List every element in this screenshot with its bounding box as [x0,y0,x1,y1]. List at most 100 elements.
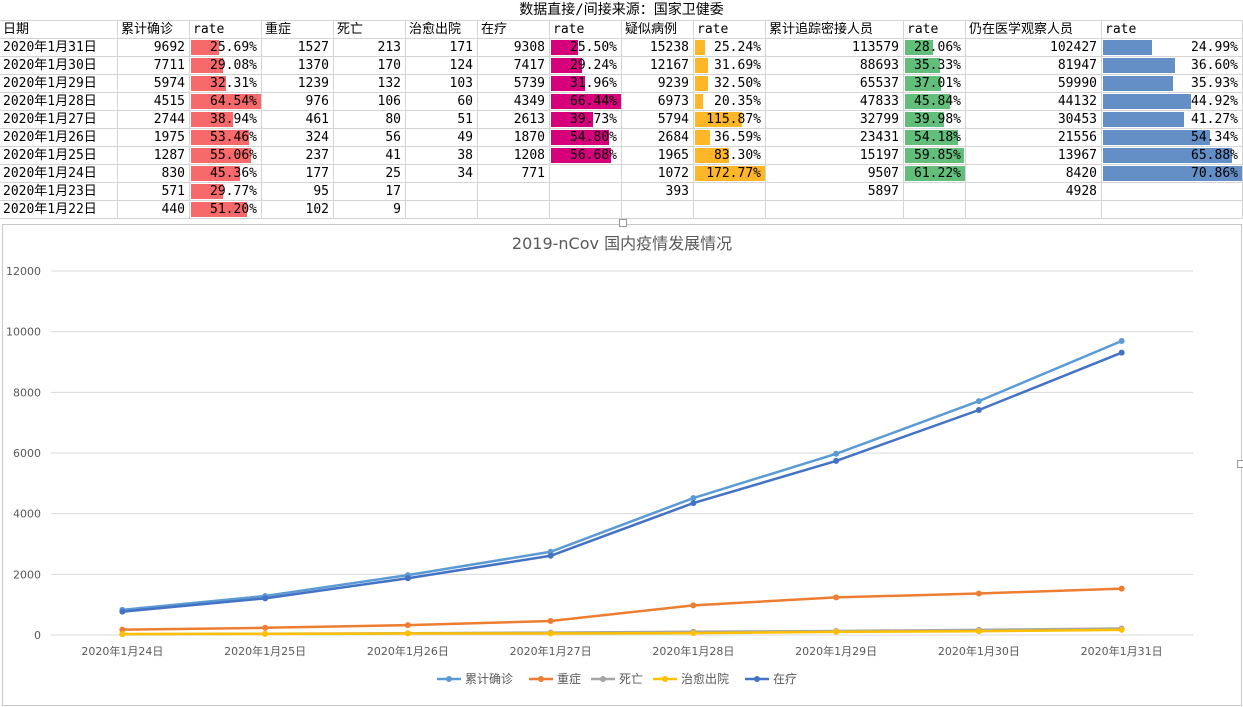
rate-cell[interactable] [694,183,766,201]
value-cell[interactable] [966,201,1102,219]
header-cell[interactable]: 治愈出院 [406,21,478,39]
rate-cell[interactable]: 31.69% [694,57,766,75]
value-cell[interactable]: 17 [334,183,406,201]
rate-cell[interactable]: 66.44% [550,93,622,111]
rate-cell[interactable] [904,201,966,219]
value-cell[interactable]: 23431 [766,129,904,147]
value-cell[interactable]: 7711 [118,57,190,75]
value-cell[interactable]: 88693 [766,57,904,75]
value-cell[interactable]: 324 [262,129,334,147]
value-cell[interactable]: 1287 [118,147,190,165]
rate-cell[interactable] [550,183,622,201]
value-cell[interactable]: 4928 [966,183,1102,201]
rate-cell[interactable]: 65.88% [1102,147,1243,165]
header-cell[interactable]: 仍在医学观察人员 [966,21,1102,39]
value-cell[interactable]: 13967 [966,147,1102,165]
date-cell[interactable]: 2020年1月24日 [0,165,118,183]
date-cell[interactable]: 2020年1月26日 [0,129,118,147]
value-cell[interactable]: 171 [406,39,478,57]
rate-cell[interactable]: 25.69% [190,39,262,57]
rate-cell[interactable]: 54.80% [550,129,622,147]
value-cell[interactable]: 9692 [118,39,190,57]
rate-cell[interactable]: 83.30% [694,147,766,165]
header-cell[interactable]: 累计追踪密接人员 [766,21,904,39]
value-cell[interactable]: 5974 [118,75,190,93]
value-cell[interactable]: 440 [118,201,190,219]
value-cell[interactable]: 15238 [622,39,694,57]
value-cell[interactable]: 25 [334,165,406,183]
date-cell[interactable]: 2020年1月23日 [0,183,118,201]
value-cell[interactable]: 2744 [118,111,190,129]
header-cell[interactable]: 在疗 [478,21,550,39]
rate-cell[interactable] [904,183,966,201]
value-cell[interactable]: 15197 [766,147,904,165]
rate-cell[interactable]: 29.24% [550,57,622,75]
rate-cell[interactable]: 35.33% [904,57,966,75]
value-cell[interactable]: 9 [334,201,406,219]
rate-cell[interactable]: 64.54% [190,93,262,111]
value-cell[interactable]: 47833 [766,93,904,111]
value-cell[interactable]: 8420 [966,165,1102,183]
rate-cell[interactable]: 28.06% [904,39,966,57]
value-cell[interactable]: 213 [334,39,406,57]
rate-cell[interactable]: 29.77% [190,183,262,201]
value-cell[interactable]: 9239 [622,75,694,93]
rate-cell[interactable]: 61.22% [904,165,966,183]
rate-cell[interactable]: 25.50% [550,39,622,57]
rate-cell[interactable]: 172.77% [694,165,766,183]
value-cell[interactable]: 1975 [118,129,190,147]
date-cell[interactable]: 2020年1月27日 [0,111,118,129]
value-cell[interactable]: 2684 [622,129,694,147]
value-cell[interactable]: 124 [406,57,478,75]
value-cell[interactable]: 237 [262,147,334,165]
value-cell[interactable]: 32799 [766,111,904,129]
value-cell[interactable]: 102 [262,201,334,219]
value-cell[interactable] [406,183,478,201]
value-cell[interactable]: 106 [334,93,406,111]
value-cell[interactable] [766,201,904,219]
value-cell[interactable]: 132 [334,75,406,93]
rate-cell[interactable]: 41.27% [1102,111,1243,129]
value-cell[interactable]: 60 [406,93,478,111]
value-cell[interactable]: 34 [406,165,478,183]
value-cell[interactable]: 51 [406,111,478,129]
value-cell[interactable]: 1072 [622,165,694,183]
value-cell[interactable]: 6973 [622,93,694,111]
rate-cell[interactable]: 24.99% [1102,39,1243,57]
rate-cell[interactable] [1102,201,1243,219]
value-cell[interactable]: 9507 [766,165,904,183]
value-cell[interactable]: 170 [334,57,406,75]
header-cell[interactable]: rate [904,21,966,39]
value-cell[interactable]: 4515 [118,93,190,111]
value-cell[interactable]: 393 [622,183,694,201]
value-cell[interactable]: 1239 [262,75,334,93]
chart-panel[interactable]: 2019-nCov 国内疫情发展情况 0 2000 4000 6000 8000 10000… [2,224,1242,706]
header-cell[interactable]: 疑似病例 [622,21,694,39]
rate-cell[interactable]: 115.87% [694,111,766,129]
rate-cell[interactable] [694,201,766,219]
value-cell[interactable] [478,201,550,219]
value-cell[interactable]: 38 [406,147,478,165]
rate-cell[interactable]: 56.68% [550,147,622,165]
value-cell[interactable]: 461 [262,111,334,129]
value-cell[interactable]: 771 [478,165,550,183]
rate-cell[interactable]: 25.24% [694,39,766,57]
rate-cell[interactable]: 53.46% [190,129,262,147]
rate-cell[interactable]: 20.35% [694,93,766,111]
date-cell[interactable]: 2020年1月30日 [0,57,118,75]
value-cell[interactable]: 7417 [478,57,550,75]
date-cell[interactable]: 2020年1月25日 [0,147,118,165]
rate-cell[interactable]: 59.85% [904,147,966,165]
date-cell[interactable]: 2020年1月29日 [0,75,118,93]
rate-cell[interactable]: 51.20% [190,201,262,219]
value-cell[interactable]: 95 [262,183,334,201]
rate-cell[interactable]: 35.93% [1102,75,1243,93]
value-cell[interactable]: 49 [406,129,478,147]
value-cell[interactable]: 976 [262,93,334,111]
value-cell[interactable]: 113579 [766,39,904,57]
value-cell[interactable]: 56 [334,129,406,147]
value-cell[interactable]: 2613 [478,111,550,129]
value-cell[interactable]: 5794 [622,111,694,129]
value-cell[interactable]: 1527 [262,39,334,57]
value-cell[interactable]: 1208 [478,147,550,165]
